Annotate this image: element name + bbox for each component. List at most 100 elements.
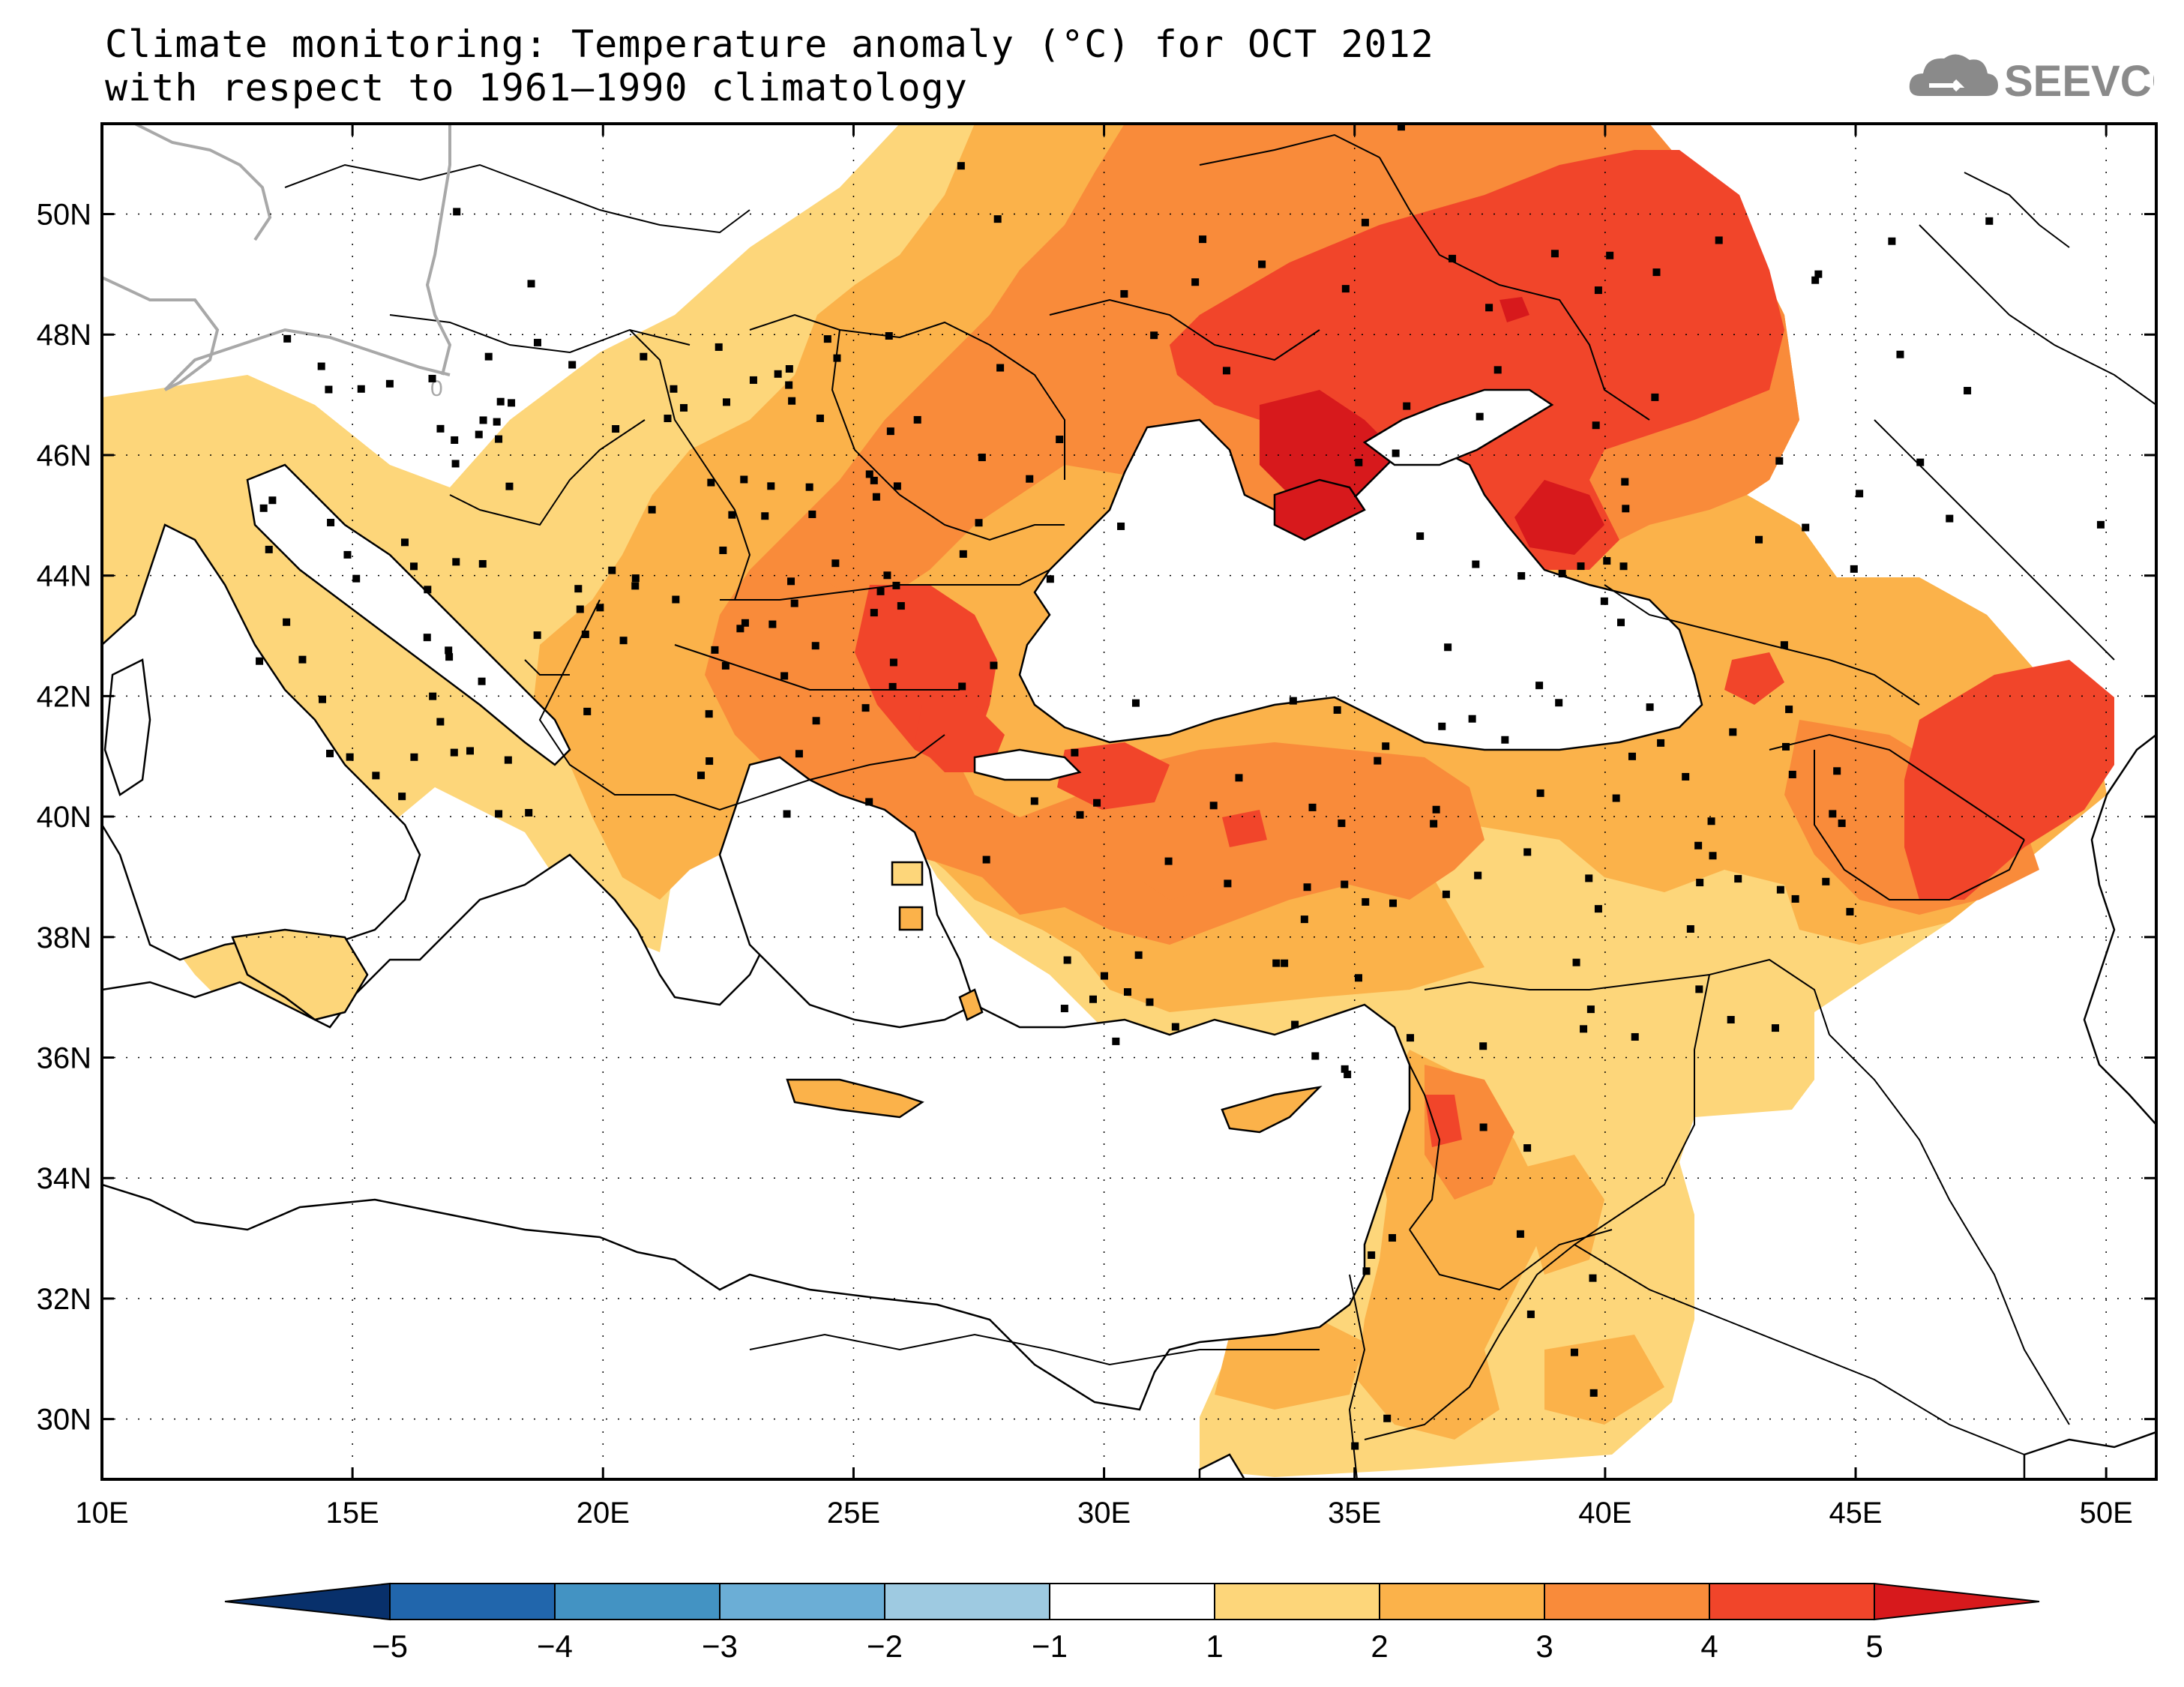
station-marker xyxy=(1479,1123,1487,1131)
lon-label-25E: 25E xyxy=(827,1497,880,1530)
station-marker xyxy=(1112,1037,1120,1045)
station-marker xyxy=(1517,572,1526,580)
station-marker xyxy=(1432,805,1440,814)
station-marker xyxy=(1631,1032,1639,1041)
station-marker xyxy=(707,478,715,487)
station-marker xyxy=(1558,570,1566,578)
station-marker xyxy=(1150,331,1158,340)
lat-label-36N: 36N xyxy=(37,1042,91,1075)
lon-label-50E: 50E xyxy=(2080,1497,2133,1530)
station-marker xyxy=(640,352,648,361)
station-marker xyxy=(1308,803,1317,811)
station-marker xyxy=(1594,286,1602,295)
station-marker xyxy=(1536,789,1544,797)
anomaly-band-4-5 xyxy=(270,150,2114,1147)
station-marker xyxy=(1344,1070,1352,1078)
station-marker xyxy=(768,620,777,628)
station-marker xyxy=(1300,915,1308,924)
station-marker xyxy=(1258,260,1266,268)
station-marker xyxy=(861,704,870,712)
sea-of-azov xyxy=(1362,388,1554,466)
station-marker xyxy=(1833,767,1841,775)
station-marker xyxy=(1846,907,1854,915)
station-marker xyxy=(1383,1414,1392,1422)
lat-label-42N: 42N xyxy=(37,680,91,713)
station-marker xyxy=(317,362,325,370)
station-marker xyxy=(410,753,418,761)
station-marker xyxy=(1056,436,1064,444)
station-marker xyxy=(436,718,445,726)
station-marker xyxy=(672,595,680,604)
sea-of-marmara xyxy=(973,748,1082,781)
station-marker xyxy=(478,560,487,568)
station-marker xyxy=(398,793,406,801)
station-marker xyxy=(1134,951,1143,959)
station-marker xyxy=(475,430,483,439)
station-marker xyxy=(787,577,795,586)
station-marker xyxy=(450,748,458,757)
lat-label-34N: 34N xyxy=(37,1162,91,1195)
station-marker xyxy=(697,772,706,780)
station-marker xyxy=(805,483,813,491)
station-marker xyxy=(1785,706,1793,714)
axis-ticks xyxy=(100,124,2156,1479)
station-marker xyxy=(1782,742,1790,751)
station-marker xyxy=(298,655,307,664)
station-marker xyxy=(1686,924,1694,933)
station-marker xyxy=(1474,871,1482,879)
zero-contour-label: 0 xyxy=(430,376,443,401)
station-marker xyxy=(1776,885,1784,894)
station-marker xyxy=(1289,697,1297,705)
lon-label-40E: 40E xyxy=(1578,1497,1631,1530)
station-marker xyxy=(1526,1310,1535,1318)
station-marker xyxy=(1191,278,1200,286)
station-marker xyxy=(1362,897,1370,906)
station-marker xyxy=(1472,560,1480,568)
station-marker xyxy=(1572,958,1580,966)
station-marker xyxy=(1416,532,1425,541)
station-marker xyxy=(648,505,656,514)
station-marker xyxy=(706,757,714,766)
lon-label-10E: 10E xyxy=(75,1497,128,1530)
station-marker xyxy=(1888,237,1896,245)
station-marker xyxy=(1916,458,1925,466)
station-marker xyxy=(876,587,885,595)
station-marker xyxy=(780,672,789,680)
sicily xyxy=(231,928,369,1021)
station-marker xyxy=(1606,251,1614,259)
lat-label-30N: 30N xyxy=(37,1404,91,1437)
station-marker xyxy=(466,747,474,755)
station-marker xyxy=(1046,575,1054,583)
station-marker xyxy=(357,385,365,393)
cyprus xyxy=(1221,1086,1323,1134)
mediterranean-sea xyxy=(102,853,1411,1411)
station-marker xyxy=(1131,699,1140,707)
station-marker xyxy=(576,605,584,613)
station-marker xyxy=(1896,350,1904,358)
station-marker xyxy=(870,609,878,617)
station-marker xyxy=(1392,449,1400,457)
station-marker xyxy=(568,361,577,369)
station-marker xyxy=(1501,736,1509,744)
station-marker xyxy=(865,470,873,478)
station-marker xyxy=(1479,1042,1487,1050)
station-marker xyxy=(1333,706,1341,714)
islands xyxy=(103,658,1323,1134)
station-marker xyxy=(897,602,905,610)
lat-label-44N: 44N xyxy=(37,560,91,593)
station-marker xyxy=(583,707,592,715)
station-marker xyxy=(1780,641,1788,649)
lat-label-38N: 38N xyxy=(37,921,91,954)
station-marker xyxy=(1628,752,1636,760)
station-marker xyxy=(1120,289,1128,298)
station-marker xyxy=(1555,699,1563,707)
lon-label-45E: 45E xyxy=(1829,1497,1882,1530)
station-marker xyxy=(508,399,516,407)
lon-label-30E: 30E xyxy=(1077,1497,1131,1530)
station-marker xyxy=(1071,748,1079,757)
station-markers xyxy=(256,124,2105,1450)
station-marker xyxy=(978,454,986,462)
station-marker xyxy=(680,403,688,412)
station-marker xyxy=(325,385,333,394)
station-marker xyxy=(885,331,893,340)
